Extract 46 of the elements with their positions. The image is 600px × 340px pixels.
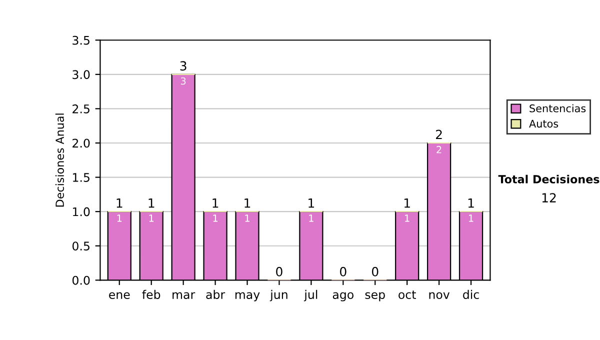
x-tick-label: sep	[365, 292, 385, 302]
data-label: 2	[436, 146, 442, 154]
data-label: 1	[468, 214, 474, 222]
y-tick-label: 2.0	[72, 138, 90, 148]
x-tick-label: oct	[398, 290, 416, 300]
total-label: 3	[180, 61, 186, 71]
total-label: 1	[468, 198, 474, 208]
y-tick-label: 3.5	[72, 36, 90, 45]
x-tick-label: mar	[172, 292, 196, 300]
data-label: 1	[309, 214, 314, 222]
total-label: 1	[404, 198, 410, 208]
x-tick-label: nov	[429, 292, 450, 300]
x-tick-label: jun	[270, 290, 288, 302]
y-axis-title: Decisiones Anual	[55, 114, 64, 207]
data-label: 1	[405, 214, 410, 222]
data-label: 1	[213, 214, 218, 222]
data-label: 1	[117, 214, 122, 222]
total-label: 1	[212, 198, 218, 208]
x-tick-label: abr	[206, 290, 226, 300]
legend-label: Autos	[529, 120, 558, 128]
y-tick-label: 1.0	[73, 207, 90, 216]
data-label: 1	[245, 214, 250, 222]
total-label: 0	[340, 266, 346, 276]
x-tick-label: dic	[463, 290, 479, 300]
y-tick-label: 2.5	[72, 104, 90, 114]
x-tick-label: jul	[304, 290, 318, 302]
y-tick-label: 0.0	[72, 276, 90, 285]
data-label: 3	[180, 77, 186, 85]
y-tick-label: 3.0	[72, 70, 90, 80]
data-label: 1	[149, 214, 154, 222]
legend-label: Sentencias	[530, 104, 586, 112]
x-tick-label: ene	[109, 292, 130, 300]
total-label: 0	[372, 266, 378, 276]
total-label: 1	[116, 198, 122, 208]
x-tick-label: ago	[332, 292, 354, 302]
text: 12	[542, 193, 556, 202]
total-label: 2	[436, 130, 442, 140]
y-tick-label: 1.5	[73, 173, 90, 182]
x-tick-label: feb	[142, 290, 160, 300]
total-label: 1	[308, 198, 314, 208]
total-label: 0	[276, 266, 282, 276]
x-tick-label: may	[235, 292, 260, 302]
text: Total Decisiones	[498, 174, 600, 184]
total-label: 1	[148, 198, 154, 208]
total-label: 1	[244, 198, 250, 208]
y-tick-label: 0.5	[72, 242, 90, 251]
